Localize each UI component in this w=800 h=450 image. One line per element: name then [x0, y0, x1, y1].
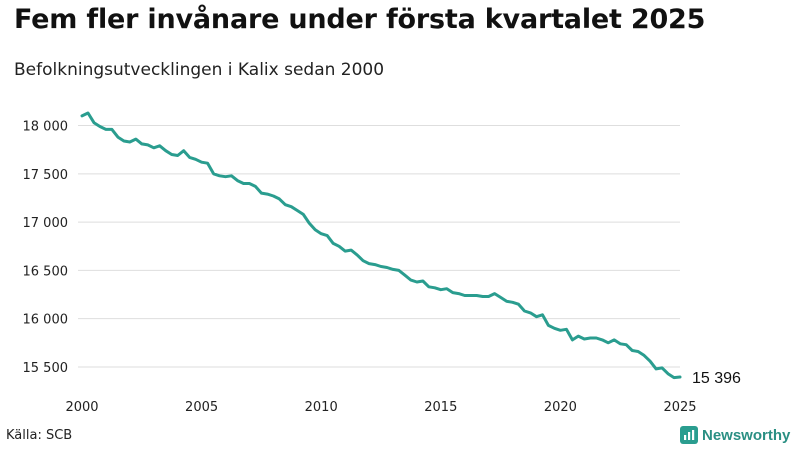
x-tick-label: 2025 — [663, 400, 696, 415]
x-tick-label: 2005 — [185, 400, 218, 415]
last-value-label: 15 396 — [692, 370, 741, 387]
series-line — [80, 111, 682, 380]
x-tick-label: 2000 — [65, 400, 98, 415]
x-tick-label: 2015 — [424, 400, 457, 415]
brand-name: Newsworthy — [702, 426, 791, 444]
chart-title: Fem fler invånare under första kvartalet… — [14, 4, 706, 35]
y-tick-label: 16 000 — [23, 313, 69, 328]
x-tick-label: 2020 — [544, 400, 577, 415]
brand: Newsworthy — [680, 426, 790, 444]
gridlines — [78, 125, 680, 368]
y-tick-label: 17 000 — [23, 216, 69, 231]
source-note: Källa: SCB — [6, 428, 73, 443]
chart-subtitle: Befolkningsutvecklingen i Kalix sedan 20… — [14, 60, 385, 80]
y-tick-label: 18 000 — [23, 120, 69, 135]
y-tick-label: 17 500 — [23, 168, 69, 183]
newsworthy-logo-icon — [680, 426, 698, 444]
x-axis-ticks: 2000 2005 2010 2015 2020 2025 — [65, 400, 696, 415]
x-tick-label: 2010 — [305, 400, 338, 415]
y-axis-ticks: 15 500 16 000 16 500 17 000 17 500 18 000 — [23, 120, 69, 376]
y-tick-label: 15 500 — [23, 361, 69, 376]
series-group — [80, 111, 682, 380]
y-tick-label: 16 500 — [23, 264, 69, 279]
